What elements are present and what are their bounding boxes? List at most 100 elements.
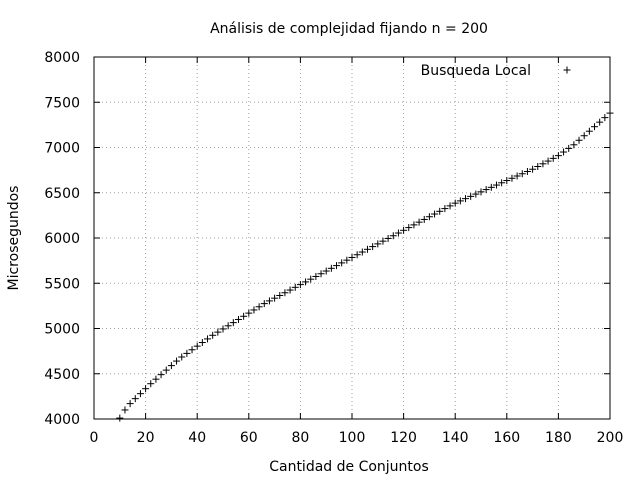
data-point (513, 172, 521, 180)
data-point (142, 385, 150, 393)
data-point (477, 188, 485, 196)
legend-marker (563, 66, 571, 74)
data-point (126, 400, 134, 408)
data-point (575, 136, 583, 144)
x-tick-label: 180 (545, 430, 572, 446)
data-point (121, 406, 129, 414)
data-point (245, 309, 253, 317)
x-tick-label: 60 (240, 430, 258, 446)
data-point (565, 144, 573, 152)
y-tick-label: 8000 (44, 50, 80, 66)
y-tick-label: 4500 (44, 367, 80, 383)
data-point (580, 132, 588, 140)
data-point (343, 256, 351, 264)
data-point (508, 174, 516, 182)
data-point (348, 253, 356, 261)
data-point (446, 202, 454, 210)
y-tick-label: 7500 (44, 95, 80, 111)
data-point (415, 218, 423, 226)
data-point (425, 213, 433, 221)
x-tick-label: 0 (90, 430, 99, 446)
x-tick-label: 100 (339, 430, 366, 446)
data-point (260, 300, 268, 308)
data-point (467, 192, 475, 200)
data-point (601, 114, 609, 122)
data-point (204, 335, 212, 343)
y-tick-label: 5000 (44, 322, 80, 338)
data-point (271, 294, 279, 302)
data-point (472, 190, 480, 198)
x-tick-label: 20 (137, 430, 155, 446)
data-point (570, 141, 578, 149)
data-point (451, 199, 459, 207)
data-point (523, 167, 531, 175)
data-point (369, 243, 377, 251)
y-axis-label: Microsegundos (6, 186, 22, 291)
data-point (539, 160, 547, 168)
x-axis-label: Cantidad de Conjuntos (269, 459, 429, 475)
x-tick-label: 160 (493, 430, 520, 446)
data-point (219, 325, 227, 333)
data-point (503, 177, 511, 185)
data-point (400, 226, 408, 234)
legend: Busqueda Local (421, 63, 571, 79)
data-point (183, 349, 191, 357)
data-point (167, 362, 175, 370)
data-point (498, 179, 506, 187)
data-point (312, 272, 320, 280)
data-point (229, 319, 237, 327)
data-point (431, 210, 439, 218)
data-point (606, 109, 614, 117)
data-point (302, 278, 310, 286)
data-point (596, 118, 604, 126)
data-point (482, 186, 490, 194)
y-tick-label: 7000 (44, 141, 80, 157)
x-tick-label: 200 (597, 430, 624, 446)
data-point (544, 157, 552, 165)
data-point (487, 183, 495, 191)
data-point (549, 154, 557, 162)
data-point (157, 371, 165, 379)
data-point (554, 152, 562, 160)
x-tick-label: 120 (390, 430, 417, 446)
data-point (389, 232, 397, 240)
data-point (291, 283, 299, 291)
y-tick-label: 5500 (44, 276, 80, 292)
data-point (250, 306, 258, 314)
data-point (462, 195, 470, 203)
data-point (358, 248, 366, 256)
x-tick-label: 140 (442, 430, 469, 446)
data-point (560, 148, 568, 156)
data-point (322, 267, 330, 275)
data-point (224, 322, 232, 330)
data-point (255, 303, 263, 311)
data-point (394, 229, 402, 237)
data-point (363, 245, 371, 253)
y-tick-label: 6000 (44, 231, 80, 247)
data-point (441, 205, 449, 213)
data-point (188, 346, 196, 354)
data-point (410, 221, 418, 229)
data-point (456, 197, 464, 205)
data-point (209, 331, 217, 339)
data-point (198, 339, 206, 347)
data-point (420, 215, 428, 223)
data-point (585, 127, 593, 135)
data-point (374, 240, 382, 248)
series-busqueda-local (116, 109, 614, 422)
data-point (353, 251, 361, 259)
data-point (529, 165, 537, 173)
legend-marker-plus (563, 66, 571, 74)
data-point (136, 390, 144, 398)
data-point (492, 181, 500, 189)
data-point (152, 375, 160, 383)
data-point (518, 170, 526, 178)
y-tick-label: 6500 (44, 186, 80, 202)
data-point (379, 237, 387, 245)
data-point (534, 163, 542, 171)
data-point (281, 289, 289, 297)
data-point (162, 366, 170, 374)
data-point (116, 414, 124, 422)
data-point (591, 123, 599, 131)
